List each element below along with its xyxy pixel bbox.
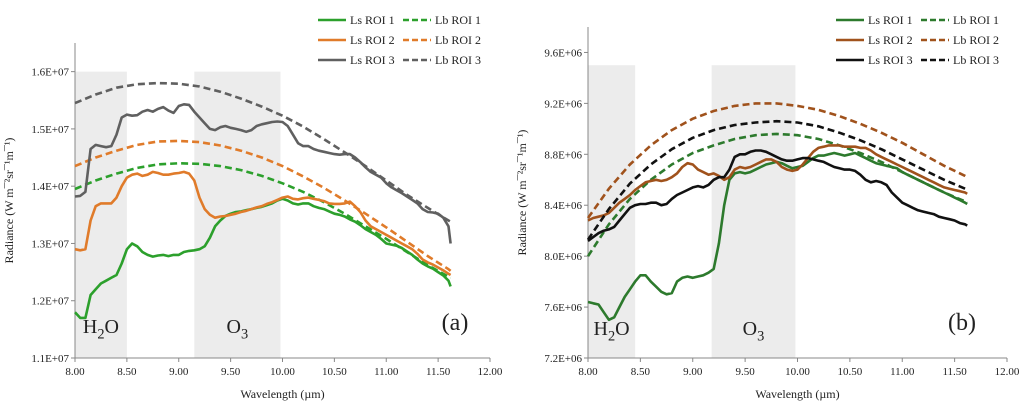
panel-label: (a) bbox=[442, 310, 469, 336]
legend-label: Ls ROI 3 bbox=[868, 53, 913, 67]
series-line-ls-roi-2 bbox=[587, 144, 968, 222]
legend-label: Lb ROI 3 bbox=[953, 53, 999, 67]
series-line-ls-roi-2 bbox=[74, 170, 452, 277]
series-line-ls-roi-3 bbox=[587, 149, 968, 242]
absorption-band bbox=[75, 71, 127, 359]
series-line-lb-roi-1 bbox=[586, 132, 968, 257]
panel-label: (b) bbox=[948, 310, 976, 336]
x-tick-label: 12.00 bbox=[478, 366, 503, 378]
series-line-lb-roi-1 bbox=[74, 162, 452, 279]
y-tick-label: 9.2E+06 bbox=[544, 98, 582, 110]
x-tick-label: 11.50 bbox=[426, 366, 451, 378]
chart-panel-b: 8.00 8.50 9.00 9.50 10.00 10.50 11.00 11.50 12.0… bbox=[515, 13, 1020, 401]
legend-label: Lb ROI 1 bbox=[435, 13, 481, 27]
x-tick-label: 10.50 bbox=[838, 366, 863, 378]
legend-label: Ls ROI 1 bbox=[350, 13, 395, 27]
x-tick-label: 8.50 bbox=[631, 366, 651, 378]
x-axis-title: Wavelength (µm) bbox=[755, 387, 839, 401]
x-tick-label: 9.50 bbox=[736, 366, 756, 378]
x-tick-label: 10.00 bbox=[785, 366, 810, 378]
x-tick-label: 12.00 bbox=[995, 366, 1020, 378]
band-label: O3 bbox=[743, 318, 765, 345]
legend-label: Ls ROI 1 bbox=[868, 13, 913, 27]
x-tick-label: 8.00 bbox=[578, 366, 598, 378]
legend-label: Ls ROI 2 bbox=[350, 33, 395, 47]
x-tick-label: 11.50 bbox=[942, 366, 967, 378]
y-axis-title: Radiance (W m¯²sr¯¹m¯¹) bbox=[515, 130, 529, 256]
series-line-lb-roi-3 bbox=[586, 119, 968, 241]
series-line-lb-roi-3 bbox=[74, 81, 452, 223]
x-axis-title: Wavelength (µm) bbox=[240, 387, 324, 401]
series-line-ls-roi-1 bbox=[587, 151, 968, 322]
legend-label: Ls ROI 2 bbox=[868, 33, 913, 47]
x-tick-label: 9.00 bbox=[169, 366, 189, 378]
y-tick-label: 1.3E+07 bbox=[31, 238, 69, 250]
y-tick-label: 1.4E+07 bbox=[31, 181, 69, 193]
chart-panel-a: 8.00 8.50 9.00 9.50 10.00 10.50 11.00 11.50 12.0… bbox=[2, 13, 503, 401]
y-tick-label: 7.6E+06 bbox=[544, 302, 582, 314]
y-tick-label: 8.8E+06 bbox=[544, 149, 582, 161]
y-tick-label: 1.1E+07 bbox=[31, 353, 69, 365]
band-label: H2O bbox=[83, 316, 119, 343]
legend-label: Lb ROI 2 bbox=[953, 33, 999, 47]
x-tick-label: 11.00 bbox=[374, 366, 399, 378]
x-tick-label: 8.50 bbox=[117, 366, 137, 378]
x-tick-label: 11.00 bbox=[890, 366, 915, 378]
band-label: O3 bbox=[227, 316, 249, 343]
legend-label: Lb ROI 1 bbox=[953, 13, 999, 27]
band-label: H2O bbox=[594, 318, 630, 345]
x-tick-label: 10.00 bbox=[270, 366, 295, 378]
y-tick-label: 1.6E+07 bbox=[31, 67, 69, 79]
y-tick-label: 9.6E+06 bbox=[544, 47, 582, 59]
y-tick-label: 1.5E+07 bbox=[31, 124, 69, 136]
absorption-band bbox=[711, 65, 796, 358]
series-line-lb-roi-2 bbox=[74, 139, 452, 272]
x-tick-label: 8.00 bbox=[65, 366, 85, 378]
legend-label: Ls ROI 3 bbox=[350, 53, 395, 67]
y-tick-label: 7.2E+06 bbox=[544, 353, 582, 365]
x-tick-label: 9.00 bbox=[683, 366, 703, 378]
legend-label: Lb ROI 2 bbox=[435, 33, 481, 47]
y-axis-title: Radiance (W m¯²sr¯¹m¯¹) bbox=[2, 138, 16, 264]
series-line-ls-roi-3 bbox=[74, 103, 452, 244]
legend-label: Lb ROI 3 bbox=[435, 53, 481, 67]
y-tick-label: 1.2E+07 bbox=[31, 296, 69, 308]
x-tick-label: 9.50 bbox=[221, 366, 241, 378]
y-tick-label: 8.4E+06 bbox=[544, 200, 582, 212]
x-tick-label: 10.50 bbox=[322, 366, 347, 378]
series-line-lb-roi-2 bbox=[586, 102, 968, 219]
y-tick-label: 8.0E+06 bbox=[544, 251, 582, 263]
